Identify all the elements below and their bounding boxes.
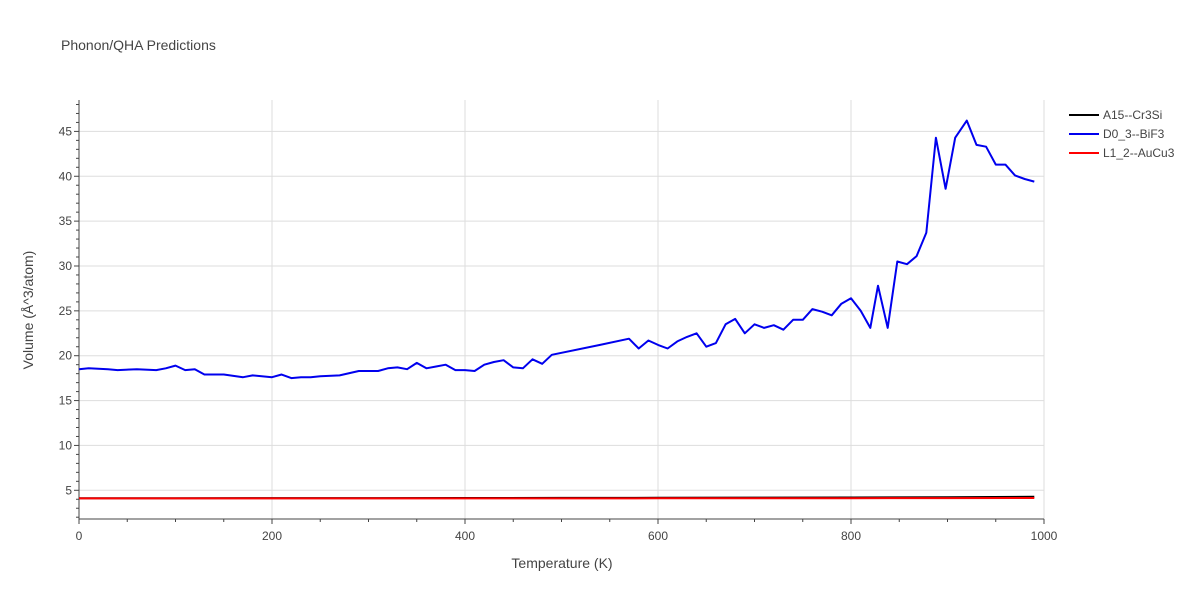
y-tick-label: 15 xyxy=(59,394,73,408)
legend-label: L1_2--AuCu3 xyxy=(1103,146,1175,160)
x-axis-title: Temperature (K) xyxy=(511,555,612,571)
legend-item[interactable]: L1_2--AuCu3 xyxy=(1069,146,1175,160)
x-tick-label: 200 xyxy=(262,529,282,543)
y-tick-label: 5 xyxy=(65,483,72,497)
series-line-d0-3-bif3 xyxy=(78,119,1035,380)
legend-item[interactable]: D0_3--BiF3 xyxy=(1069,127,1165,141)
y-tick-label: 30 xyxy=(59,259,73,273)
series-lines xyxy=(78,119,1035,500)
legend-item[interactable]: A15--Cr3Si xyxy=(1069,108,1162,122)
y-tick-label: 20 xyxy=(59,349,73,363)
y-tick-label: 10 xyxy=(59,438,73,452)
x-tick-label: 0 xyxy=(76,529,83,543)
legend-label: A15--Cr3Si xyxy=(1103,108,1162,122)
x-tick-label: 600 xyxy=(648,529,668,543)
legend[interactable]: A15--Cr3Si D0_3--BiF3 L1_2--AuCu3 xyxy=(1069,108,1175,160)
chart-title: Phonon/QHA Predictions xyxy=(61,37,216,53)
y-tick-label: 40 xyxy=(59,169,73,183)
y-axis-title: Volume (Å^3/atom) xyxy=(20,251,36,370)
legend-label: D0_3--BiF3 xyxy=(1103,127,1165,141)
y-tick-label: 45 xyxy=(59,124,73,138)
x-tick-label: 400 xyxy=(455,529,475,543)
axes: 0 200 400 600 800 1000 5 10 15 20 25 30 35 40 45 xyxy=(59,100,1058,543)
y-tick-label: 25 xyxy=(59,304,73,318)
x-tick-label: 800 xyxy=(841,529,861,543)
x-tick-label: 1000 xyxy=(1031,529,1058,543)
y-tick-label: 35 xyxy=(59,214,73,228)
